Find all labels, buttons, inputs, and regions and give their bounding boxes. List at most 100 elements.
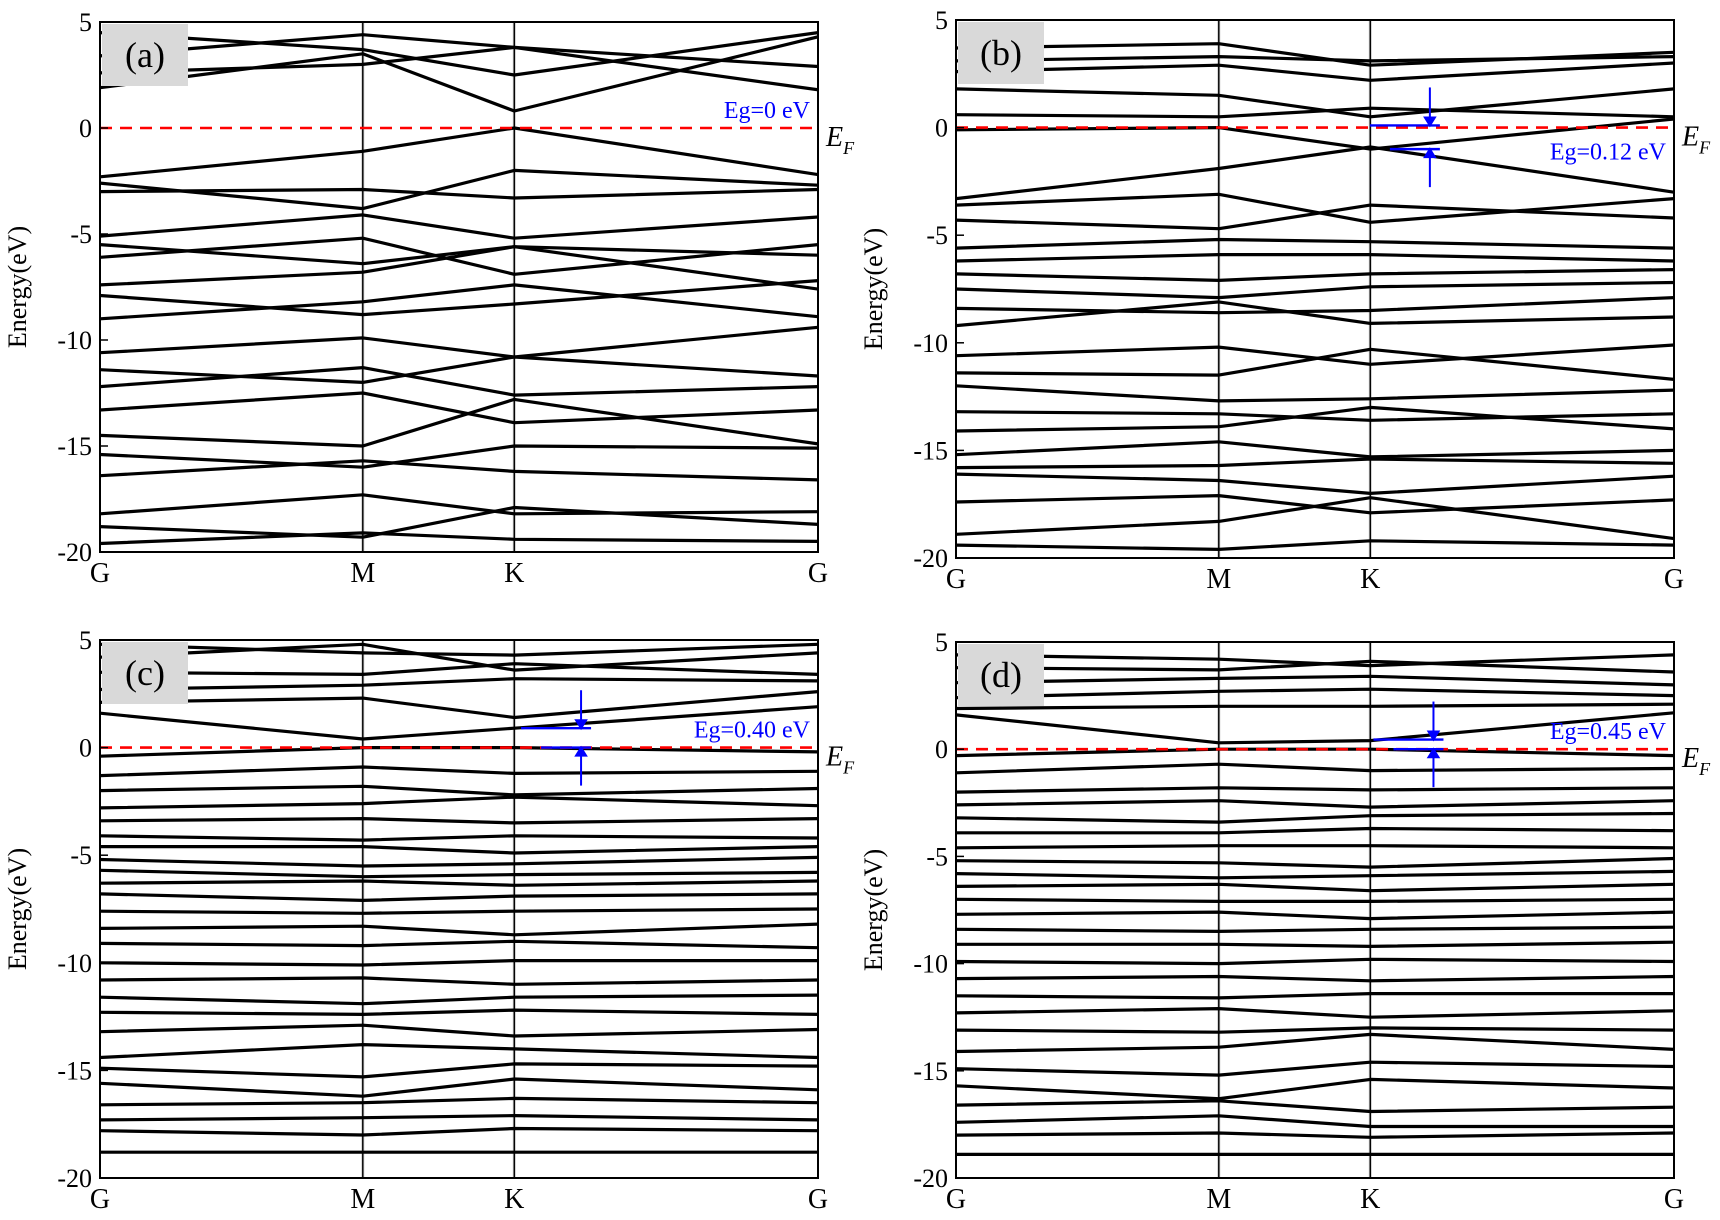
band-line: [956, 61, 1674, 82]
x-tick-label: K: [504, 1184, 524, 1215]
x-tick-label: G: [946, 564, 966, 595]
band-line: [100, 45, 818, 75]
band-line: [956, 253, 1674, 263]
y-tick-label: -5: [926, 842, 948, 871]
band-line: [956, 1077, 1674, 1101]
band-line: [956, 1026, 1674, 1034]
x-tick-label: K: [1360, 1184, 1380, 1215]
band-line: [956, 711, 1674, 745]
panel-label-box: [958, 644, 1044, 706]
band-line: [956, 203, 1674, 231]
band-line: [956, 1131, 1674, 1139]
band-line: [100, 168, 818, 211]
band-line: [100, 366, 818, 397]
band-line: [100, 391, 818, 425]
band-line: [956, 674, 1674, 687]
band-line: [100, 795, 818, 810]
band-line: [100, 397, 818, 448]
fermi-level-label: EF: [825, 122, 855, 158]
band-line: [956, 347, 1674, 381]
fermi-level-label: EF: [825, 742, 855, 778]
fermi-level-label: EF: [1681, 743, 1711, 779]
x-tick-label: G: [1664, 564, 1684, 595]
band-line: [100, 531, 818, 546]
panel-d: 50-5-10-15-20G M K GEnergy(eV)EF(d)Eg=0.45 …: [859, 628, 1711, 1215]
x-tick-label: M: [1206, 564, 1231, 595]
bands: [956, 42, 1674, 552]
band-line: [956, 1006, 1674, 1019]
band-line: [956, 300, 1674, 328]
y-tick-label: -15: [57, 1056, 92, 1085]
band-line: [956, 494, 1674, 515]
y-tick-label: 0: [935, 735, 948, 764]
x-tick-label: G: [808, 1184, 828, 1215]
band-line: [100, 1096, 818, 1107]
band-line: [100, 642, 818, 657]
band-line: [100, 939, 818, 950]
panel-label-box: [102, 642, 188, 704]
band-gap-arrow: [1369, 87, 1440, 188]
band-gap-label: Eg=0 eV: [724, 98, 811, 124]
band-line: [100, 35, 818, 113]
band-line: [100, 493, 818, 516]
band-line: [100, 922, 818, 937]
band-line: [956, 897, 1674, 904]
band-line: [100, 505, 818, 539]
band-line: [100, 993, 818, 1006]
y-tick-label: -10: [913, 950, 948, 979]
plot-area: [956, 642, 1674, 1178]
band-line: [956, 106, 1674, 119]
panel-b: 50-5-10-15-20G M K GEnergy(eV)EF(b)Eg=0.12 …: [859, 6, 1711, 595]
band-line: [956, 659, 1674, 674]
band-line: [956, 1114, 1674, 1129]
band-line: [100, 33, 818, 92]
band-line: [956, 856, 1674, 869]
band-line: [100, 245, 818, 291]
band-line: [100, 662, 818, 677]
band-gap-label: Eg=0.40 eV: [694, 718, 811, 744]
band-line: [956, 54, 1674, 63]
y-tick-label: -15: [57, 432, 92, 461]
bands: [100, 642, 818, 1154]
band-line: [100, 868, 818, 879]
plot-frame: [955, 641, 1675, 1179]
band-line: [100, 325, 818, 359]
band-line: [956, 343, 1674, 366]
band-line: [956, 384, 1674, 403]
band-line: [100, 279, 818, 317]
band-line: [100, 459, 818, 482]
plot-frame: [99, 639, 819, 1179]
arrow-head-up: [1426, 747, 1441, 759]
y-tick-label: -10: [913, 329, 948, 358]
band-line: [956, 747, 1674, 758]
x-tick-label: G: [90, 558, 110, 589]
band-line: [100, 213, 818, 240]
band-line: [100, 844, 818, 855]
band-line: [956, 702, 1674, 711]
band-line: [956, 762, 1674, 775]
panel-label: (a): [125, 35, 165, 75]
y-tick-label: 0: [79, 114, 92, 143]
panel-label: (d): [980, 655, 1022, 695]
band-line: [956, 539, 1674, 552]
band-line: [100, 892, 818, 903]
band-line: [956, 237, 1674, 250]
band-line: [956, 974, 1674, 983]
band-line: [100, 1062, 818, 1079]
band-line: [956, 882, 1674, 893]
band-line: [100, 765, 818, 778]
band-line: [100, 745, 818, 758]
y-axis-label: Energy(eV): [3, 226, 32, 348]
band-line: [956, 799, 1674, 809]
band-line: [100, 1077, 818, 1098]
x-tick-label: M: [1206, 1184, 1231, 1215]
y-tick-label: -20: [913, 544, 948, 573]
band-line: [956, 472, 1674, 495]
band-line: [100, 642, 818, 672]
band-line: [956, 844, 1674, 850]
arrow-head-down: [574, 719, 588, 731]
y-tick-label: 5: [935, 628, 948, 657]
y-tick-label: -5: [70, 841, 92, 870]
